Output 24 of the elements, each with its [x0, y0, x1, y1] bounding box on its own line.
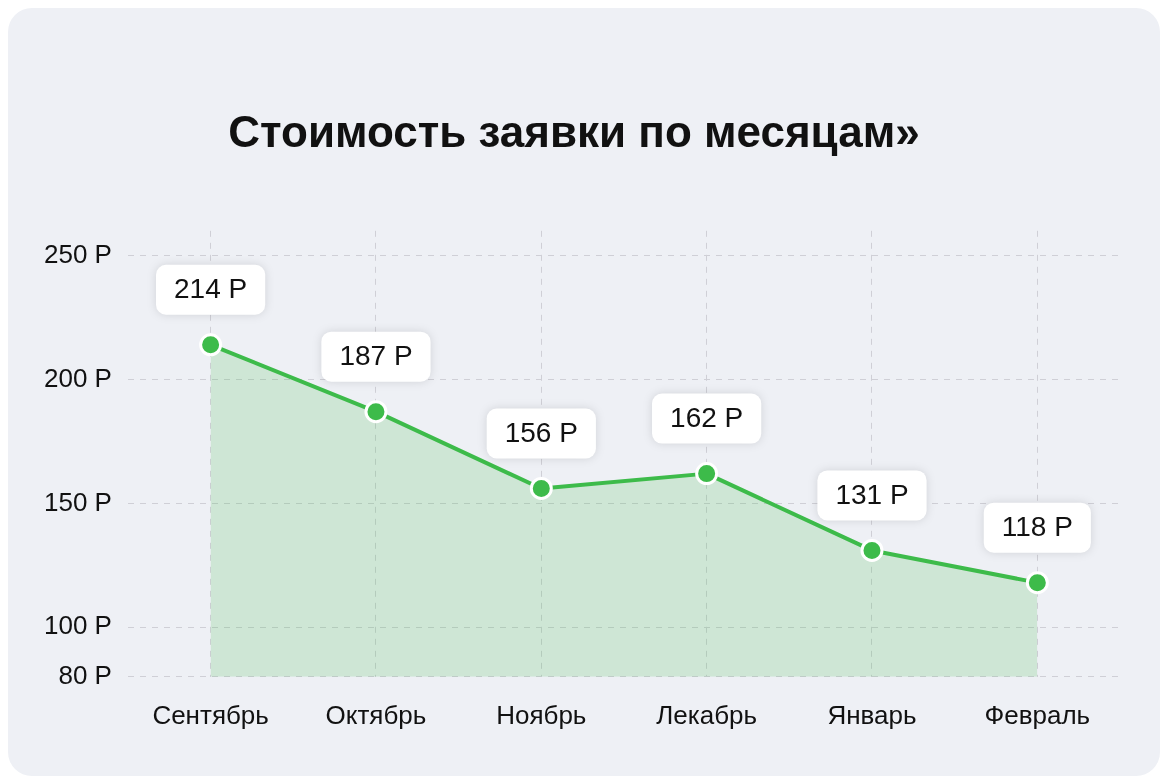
x-tick-label: Октябрь [325, 699, 427, 730]
x-tick-label: Сентябрь [152, 699, 269, 730]
x-tick-label: Январь [827, 699, 917, 730]
data-label: 187 Р [339, 340, 413, 372]
data-label: 162 Р [670, 402, 744, 434]
data-label: 214 Р [174, 273, 248, 305]
y-tick-label: 200 Р [43, 362, 112, 393]
point [199, 333, 223, 357]
data-label: 156 Р [504, 417, 578, 449]
x-tick-label: Ноябрь [496, 699, 587, 730]
data-label: 118 Р [1001, 511, 1073, 543]
point [695, 462, 719, 486]
point [529, 476, 553, 500]
point [1025, 571, 1049, 595]
point [860, 538, 884, 562]
y-tick-label: 80 Р [58, 659, 112, 690]
x-tick-label: Февраль [984, 699, 1091, 730]
y-tick-label: 150 Р [43, 486, 112, 517]
x-tick-label: Лекабрь [656, 699, 758, 730]
chart-title: Стоимость заявки по месяцам» [228, 106, 920, 156]
point [364, 400, 388, 424]
y-tick-label: 100 Р [43, 610, 112, 641]
y-tick-label: 250 Р [43, 238, 112, 269]
data-label: 131 Р [835, 479, 909, 511]
